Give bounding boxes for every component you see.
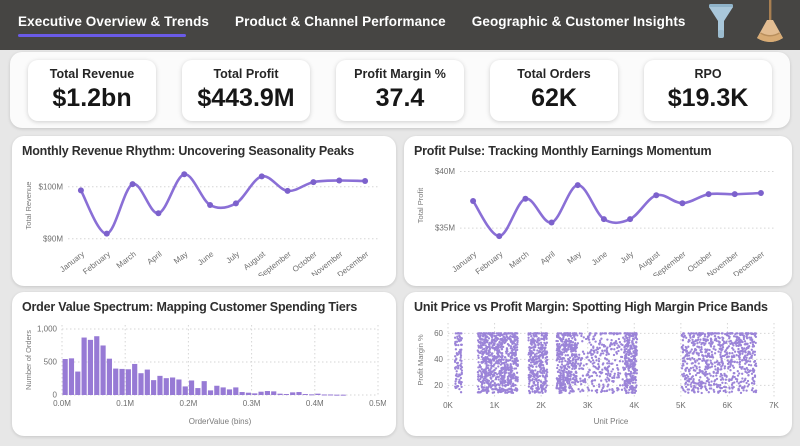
svg-text:7K: 7K xyxy=(769,401,779,410)
filter-funnel-icon[interactable] xyxy=(706,0,736,42)
svg-text:April: April xyxy=(539,249,557,266)
svg-text:Total Revenue: Total Revenue xyxy=(24,182,33,230)
svg-text:$100M: $100M xyxy=(39,182,64,191)
charts-grid: Monthly Revenue Rhythm: Uncovering Seaso… xyxy=(12,136,792,436)
chart-card-monthly-profit-line: Profit Pulse: Tracking Monthly Earnings … xyxy=(404,136,792,286)
svg-text:0.4M: 0.4M xyxy=(306,399,324,408)
svg-text:0.0M: 0.0M xyxy=(53,399,71,408)
svg-text:July: July xyxy=(619,249,636,265)
svg-text:March: March xyxy=(508,249,531,270)
tab-executive-overview-trends[interactable]: Executive Overview & Trends xyxy=(18,14,209,37)
svg-text:April: April xyxy=(145,249,163,266)
kpi-value: $19.3K xyxy=(667,83,749,112)
svg-text:1K: 1K xyxy=(490,401,500,410)
tab-label: Geographic & Customer Insights xyxy=(471,13,686,29)
kpi-card-total-orders: Total Orders 62K xyxy=(490,59,618,121)
broom-icon[interactable] xyxy=(752,0,788,48)
svg-text:$90M: $90M xyxy=(43,234,63,243)
chart-title: Profit Pulse: Tracking Monthly Earnings … xyxy=(414,144,712,158)
kpi-card-total-revenue: Total Revenue $1.2bn xyxy=(28,59,156,121)
svg-text:June: June xyxy=(196,249,216,267)
order-value-histogram-chart[interactable]: 0.0M 0.1M 0.2M 0.3M 0.4M 0.5M 0 500 1,000 Number … xyxy=(22,317,386,427)
svg-text:February: February xyxy=(474,249,505,276)
chart-title: Unit Price vs Profit Margin: Spotting Hi… xyxy=(414,300,768,314)
svg-text:February: February xyxy=(81,249,112,276)
kpi-label: Total Revenue xyxy=(49,66,135,81)
svg-text:Profit Margin %: Profit Margin % xyxy=(416,334,425,386)
svg-text:Unit Price: Unit Price xyxy=(594,417,629,426)
tab-geographic-customer-insights[interactable]: Geographic & Customer Insights xyxy=(472,14,686,37)
svg-text:0.2M: 0.2M xyxy=(180,399,198,408)
svg-text:June: June xyxy=(590,249,610,267)
svg-text:60: 60 xyxy=(434,329,443,338)
svg-text:3K: 3K xyxy=(583,401,593,410)
svg-text:May: May xyxy=(172,249,189,265)
svg-text:May: May xyxy=(566,249,583,265)
svg-text:OrderValue (bins): OrderValue (bins) xyxy=(189,417,252,426)
svg-text:0.1M: 0.1M xyxy=(116,399,134,408)
kpi-card-profit-margin: Profit Margin % 37.4 xyxy=(336,59,464,121)
svg-text:500: 500 xyxy=(44,357,58,366)
svg-text:$40M: $40M xyxy=(435,167,455,176)
kpi-label: Total Orders xyxy=(517,66,591,81)
tab-label: Executive Overview & Trends xyxy=(18,13,210,29)
svg-text:0.5M: 0.5M xyxy=(369,399,386,408)
svg-text:6K: 6K xyxy=(723,401,733,410)
chart-title: Order Value Spectrum: Mapping Customer S… xyxy=(22,300,358,314)
svg-text:July: July xyxy=(224,249,241,265)
svg-text:$35M: $35M xyxy=(435,224,455,233)
tab-label: Product & Channel Performance xyxy=(235,13,446,29)
price-margin-scatter-chart[interactable]: 0K 1K 2K 3K 4K 5K 6K 7K 20 40 60 Profit Margin % Uni… xyxy=(414,317,782,427)
top-nav: Executive Overview & Trends Product & Ch… xyxy=(0,0,800,50)
kpi-value: 62K xyxy=(531,83,577,112)
svg-text:March: March xyxy=(115,249,138,270)
kpi-panel: Total Revenue $1.2bn Total Profit $443.9… xyxy=(10,52,790,128)
monthly-profit-line-chart[interactable]: $35M $40M January February March April May June… xyxy=(414,161,782,276)
chart-card-order-value-histogram: Order Value Spectrum: Mapping Customer S… xyxy=(12,292,396,436)
topbar-icons xyxy=(706,0,788,50)
tab-product-channel-performance[interactable]: Product & Channel Performance xyxy=(235,14,446,37)
svg-text:2K: 2K xyxy=(536,401,546,410)
kpi-card-total-profit: Total Profit $443.9M xyxy=(182,59,310,121)
svg-text:1,000: 1,000 xyxy=(37,324,58,333)
kpi-card-rpo: RPO $19.3K xyxy=(644,59,772,121)
chart-title: Monthly Revenue Rhythm: Uncovering Seaso… xyxy=(22,144,355,158)
svg-text:40: 40 xyxy=(434,355,443,364)
svg-text:0.3M: 0.3M xyxy=(243,399,261,408)
monthly-revenue-line-chart[interactable]: $90M $100M January February March April May Jun… xyxy=(22,161,386,276)
svg-text:Total Profit: Total Profit xyxy=(416,187,425,223)
svg-text:20: 20 xyxy=(434,381,443,390)
chart-card-price-margin-scatter: Unit Price vs Profit Margin: Spotting Hi… xyxy=(404,292,792,436)
kpi-label: RPO xyxy=(694,66,722,81)
kpi-value: $443.9M xyxy=(197,83,295,112)
svg-text:5K: 5K xyxy=(676,401,686,410)
kpi-label: Profit Margin % xyxy=(354,66,446,81)
svg-text:0K: 0K xyxy=(443,401,453,410)
kpi-value: $1.2bn xyxy=(52,83,132,112)
kpi-value: 37.4 xyxy=(375,83,425,112)
svg-text:4K: 4K xyxy=(629,401,639,410)
active-tab-underline xyxy=(18,33,187,37)
kpi-label: Total Profit xyxy=(213,66,279,81)
svg-text:Number of Orders: Number of Orders xyxy=(24,330,33,390)
svg-text:0: 0 xyxy=(53,391,58,400)
chart-card-monthly-revenue-line: Monthly Revenue Rhythm: Uncovering Seaso… xyxy=(12,136,396,286)
